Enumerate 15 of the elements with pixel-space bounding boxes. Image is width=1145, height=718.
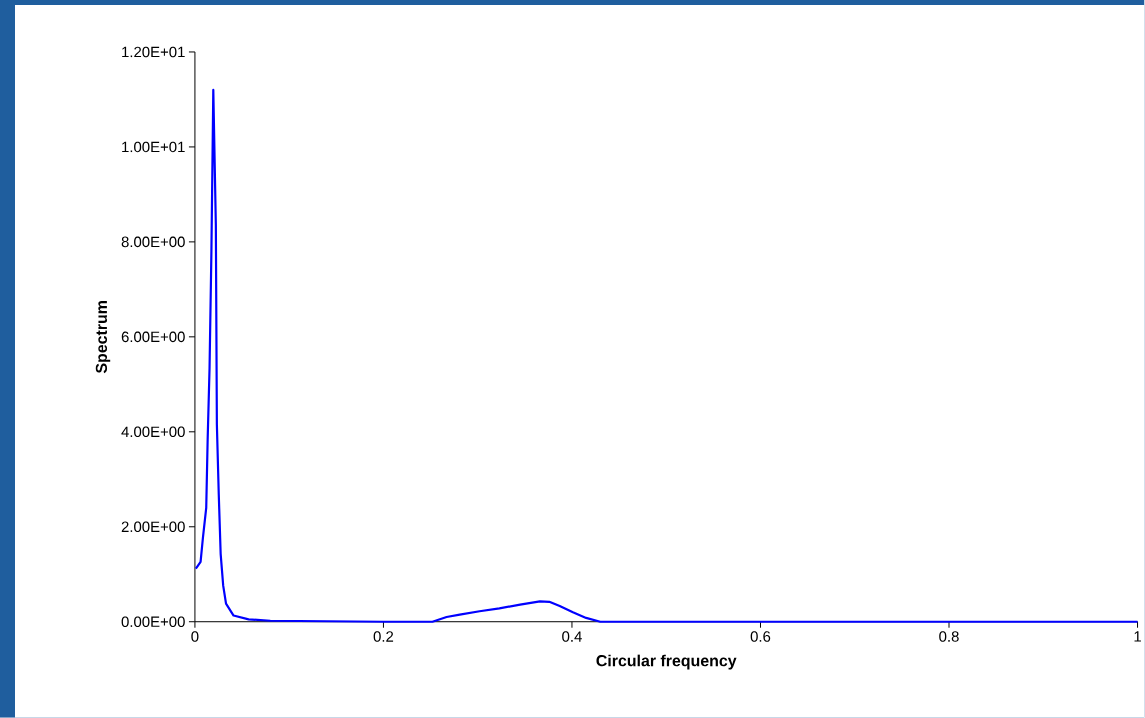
y-tick-label: 2.00E+00 bbox=[121, 521, 185, 533]
x-tick-label: 1 bbox=[1134, 631, 1141, 642]
x-tick-label: 0.4 bbox=[562, 631, 582, 642]
x-tick-label: 0.6 bbox=[750, 631, 771, 642]
y-axis-title: Spectrum bbox=[95, 301, 111, 374]
x-axis-title: Circular frequency bbox=[596, 654, 737, 670]
y-tick-label: 1.20E+01 bbox=[122, 46, 185, 58]
y-tick-label: 0.00E+00 bbox=[121, 616, 185, 628]
x-tick-label: 0.2 bbox=[373, 631, 394, 642]
x-tick-label: 0 bbox=[191, 631, 199, 642]
y-tick-label: 1.00E+01 bbox=[122, 141, 185, 153]
y-tick-label: 8.00E+00 bbox=[121, 236, 185, 248]
y-tick-label: 4.00E+00 bbox=[121, 426, 185, 438]
x-tick-label: 0.8 bbox=[939, 631, 959, 642]
y-tick-label: 6.00E+00 bbox=[121, 331, 185, 343]
